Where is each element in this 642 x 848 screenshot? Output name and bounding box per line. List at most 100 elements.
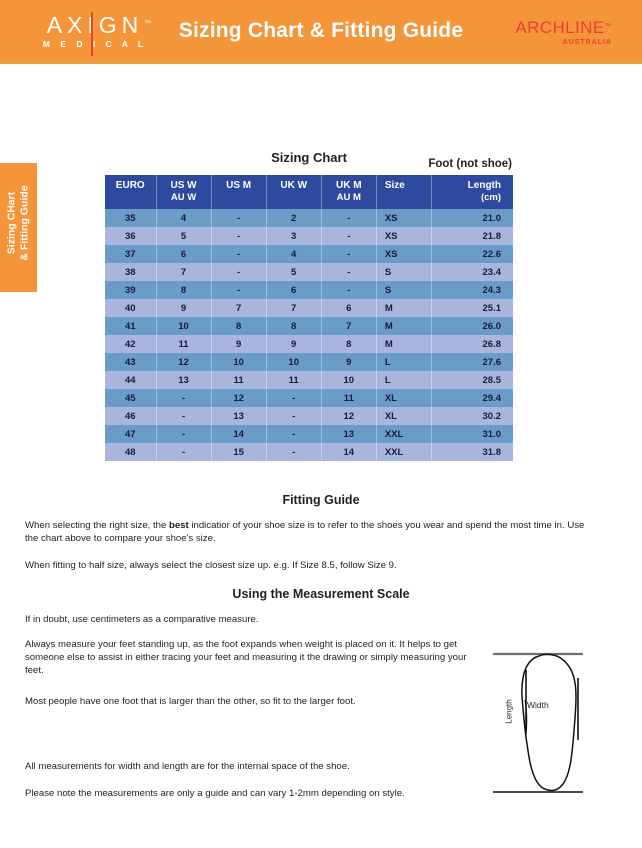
table-header-row: EURO US W AU W US M UK W UK M AU M Size … <box>105 175 513 209</box>
foot-outline-icon <box>493 652 583 793</box>
cell-uk-m: 10 <box>320 371 377 389</box>
cell-uk-w: - <box>265 407 322 425</box>
cell-uk-w: 5 <box>265 263 322 281</box>
cell-uk-w: 4 <box>265 245 322 263</box>
axign-logo-accent-bar <box>91 12 93 56</box>
cell-us-w: - <box>155 407 212 425</box>
cell-uk-w: 2 <box>265 209 322 227</box>
cell-length: 31.8 <box>430 443 513 461</box>
column-header-euro: EURO <box>105 175 156 209</box>
cell-us-m: 14 <box>210 425 267 443</box>
table-row: 45-12-11 XL 29.4 <box>105 389 513 407</box>
fitting-guide-p1-emphasis: best <box>168 520 189 531</box>
foot-length-label: Length <box>504 699 514 724</box>
cell-euro: 35 <box>105 209 156 227</box>
cell-us-w: 6 <box>155 245 212 263</box>
measurement-scale-paragraph-4: All measurements for width and length ar… <box>25 761 350 772</box>
cell-length: 26.0 <box>430 317 513 335</box>
cell-euro: 44 <box>105 371 156 389</box>
cell-us-m: - <box>210 209 267 227</box>
cell-us-m: 15 <box>210 443 267 461</box>
cell-length: 22.6 <box>430 245 513 263</box>
archline-trademark-icon: ™ <box>604 23 612 30</box>
cell-uk-m: 7 <box>320 317 377 335</box>
archline-logo-subtitle: AUSTRALIA <box>562 39 612 46</box>
column-header-us-m-label: US M <box>226 180 252 191</box>
cell-size: XL <box>375 389 432 407</box>
column-header-length-label: Length <box>467 180 501 191</box>
cell-euro: 37 <box>105 245 156 263</box>
table-row: 48-15-14 XXL 31.8 <box>105 443 513 461</box>
cell-uk-m: 14 <box>320 443 377 461</box>
column-header-size: Size <box>375 175 432 209</box>
cell-uk-w: 11 <box>265 371 322 389</box>
table-header: EURO US W AU W US M UK W UK M AU M Size … <box>105 175 513 209</box>
cell-us-w: 5 <box>155 227 212 245</box>
column-header-us-m: US M <box>210 175 267 209</box>
cell-length: 28.5 <box>430 371 513 389</box>
cell-size: XS <box>375 245 432 263</box>
cell-uk-w: 7 <box>265 299 322 317</box>
cell-uk-m: 6 <box>320 299 377 317</box>
cell-euro: 46 <box>105 407 156 425</box>
cell-us-m: 7 <box>210 299 267 317</box>
column-header-length: Length (cm) <box>430 175 513 209</box>
cell-size: M <box>375 335 432 353</box>
cell-length: 24.3 <box>430 281 513 299</box>
fitting-guide-paragraph-2: When fitting to half size, always select… <box>25 560 397 571</box>
cell-euro: 41 <box>105 317 156 335</box>
cell-us-w: - <box>155 389 212 407</box>
cell-euro: 42 <box>105 335 156 353</box>
cell-us-w: - <box>155 425 212 443</box>
cell-us-w: 12 <box>155 353 212 371</box>
cell-us-m: 8 <box>210 317 267 335</box>
cell-size: L <box>375 371 432 389</box>
cell-size: M <box>375 299 432 317</box>
cell-us-w: 13 <box>155 371 212 389</box>
column-header-us-w: US W AU W <box>155 175 212 209</box>
cell-size: XXL <box>375 425 432 443</box>
cell-size: M <box>375 317 432 335</box>
table-row: 47-14-13 XXL 31.0 <box>105 425 513 443</box>
cell-size: S <box>375 263 432 281</box>
sizing-chart-table: EURO US W AU W US M UK W UK M AU M Size … <box>105 175 513 461</box>
side-tab-label: Sizing CHart & Fitting Guide <box>5 185 31 261</box>
cell-us-w: - <box>155 443 212 461</box>
table-row: 41 10 8 8 7 M 26.0 <box>105 317 513 335</box>
cell-uk-m: 11 <box>320 389 377 407</box>
cell-uk-w: 10 <box>265 353 322 371</box>
cell-uk-m: 13 <box>320 425 377 443</box>
cell-length: 30.2 <box>430 407 513 425</box>
cell-length: 26.8 <box>430 335 513 353</box>
column-header-uk-w-label: UK W <box>280 180 308 191</box>
table-row: 36 5-3- XS 21.8 <box>105 227 513 245</box>
side-tab: Sizing CHart & Fitting Guide <box>0 163 37 292</box>
column-header-euro-label: EURO <box>115 180 145 191</box>
cell-us-w: 11 <box>155 335 212 353</box>
cell-us-m: 12 <box>210 389 267 407</box>
table-body: 35 4-2- XS 21.0 36 5-3- XS 21.8 37 6-4- XS 22.6 38 7-… <box>105 209 513 461</box>
measurement-scale-heading: Using the Measurement Scale <box>232 587 410 601</box>
foot-measurement-diagram: Length Width <box>489 640 621 808</box>
cell-size: XXL <box>375 443 432 461</box>
measurement-scale-paragraph-1: If in doubt, use centimeters as a compar… <box>25 614 259 625</box>
cell-us-w: 8 <box>155 281 212 299</box>
column-header-uk-m: UK M AU M <box>320 175 377 209</box>
cell-euro: 36 <box>105 227 156 245</box>
cell-uk-m: - <box>320 209 377 227</box>
measurement-scale-paragraph-3: Most people have one foot that is larger… <box>25 696 356 707</box>
cell-euro: 39 <box>105 281 156 299</box>
cell-euro: 47 <box>105 425 156 443</box>
cell-us-w: 10 <box>155 317 212 335</box>
cell-us-w: 4 <box>155 209 212 227</box>
table-row: 46-13-12 XL 30.2 <box>105 407 513 425</box>
cell-length: 31.0 <box>430 425 513 443</box>
cell-euro: 48 <box>105 443 156 461</box>
cell-uk-w: 8 <box>265 317 322 335</box>
cell-us-m: 10 <box>210 353 267 371</box>
cell-euro: 38 <box>105 263 156 281</box>
fitting-guide-heading: Fitting Guide <box>282 493 360 507</box>
cell-length: 25.1 <box>430 299 513 317</box>
cell-uk-w: 6 <box>265 281 322 299</box>
table-row: 37 6-4- XS 22.6 <box>105 245 513 263</box>
